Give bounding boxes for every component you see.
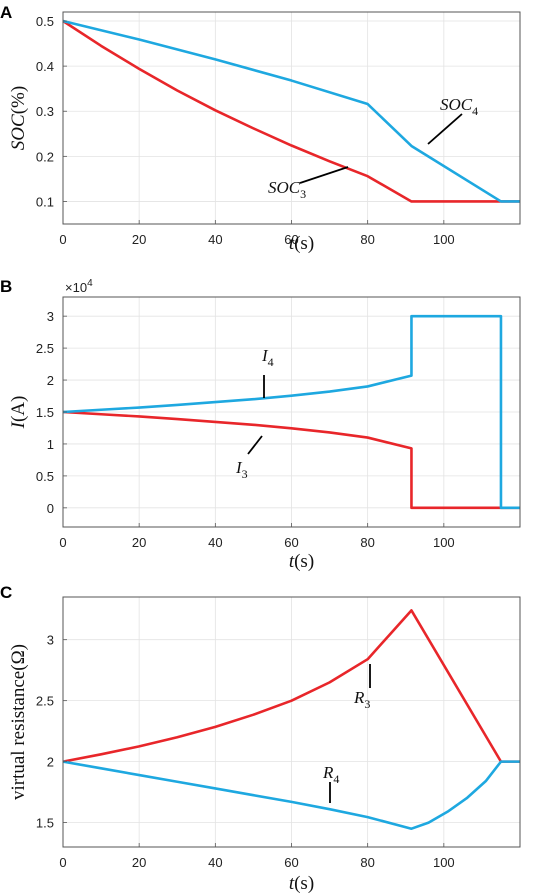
y-axis-label: SOC(%) — [8, 86, 29, 150]
x-axis-label: t(s) — [289, 873, 314, 894]
y-axis-label: virtual resistance(Ω) — [8, 644, 29, 800]
series-line-soc3 — [62, 19, 520, 203]
x-tick-label: 60 — [284, 535, 298, 550]
x-axis-label: t(s) — [289, 551, 314, 572]
series-annotation-i4: I4 — [261, 346, 274, 369]
y-tick-label: 0 — [47, 501, 54, 516]
series-annotation-soc3: SOC3 — [268, 178, 306, 201]
y-tick-label: 2 — [47, 373, 54, 388]
series-annotation-r4: R4 — [322, 763, 339, 786]
y-tick-label: 0.1 — [36, 194, 54, 209]
x-tick-label: 100 — [433, 535, 455, 550]
series-annotation-i3: I3 — [235, 458, 248, 481]
chart-panel-C: C 0 20 40 60 80 100 1.5 2 2.5 3 t(s) virtual resista… — [0, 583, 521, 894]
y-multiplier: ×104 — [65, 278, 93, 295]
x-tick-label: 20 — [132, 232, 146, 247]
annotation-leader — [427, 113, 463, 145]
y-tick-label: 1.5 — [36, 405, 54, 420]
x-tick-label: 40 — [208, 535, 222, 550]
x-tick-label: 80 — [360, 855, 374, 870]
y-tick-label: 3 — [47, 309, 54, 324]
x-tick-label: 40 — [208, 855, 222, 870]
series-line-i3 — [62, 410, 520, 510]
panel-letter: A — [0, 3, 12, 22]
annotation-leader — [247, 435, 263, 455]
chart-panel-B: B 0 20 40 60 80 100 0 0.5 1 1.5 2 2.5 3 t(s) I(A) ×104 I3… — [0, 277, 521, 572]
panel-letter: C — [0, 583, 12, 602]
series-line-r4 — [62, 760, 520, 831]
y-tick-label: 1 — [47, 437, 54, 452]
x-tick-label: 60 — [284, 232, 298, 247]
x-tick-label: 100 — [433, 855, 455, 870]
x-tick-label: 0 — [59, 855, 66, 870]
y-tick-label: 0.2 — [36, 149, 54, 164]
x-tick-label: 20 — [132, 855, 146, 870]
y-tick-label: 0.3 — [36, 104, 54, 119]
x-tick-label: 60 — [284, 855, 298, 870]
x-tick-label: 80 — [360, 535, 374, 550]
y-tick-label: 2.5 — [36, 341, 54, 356]
y-tick-label: 0.4 — [36, 59, 54, 74]
x-tick-label: 0 — [59, 232, 66, 247]
x-tick-label: 40 — [208, 232, 222, 247]
series-line-soc4 — [62, 19, 520, 203]
y-tick-label: 3 — [47, 633, 54, 648]
series-annotation-soc4: SOC4 — [440, 95, 478, 118]
series-line-r3 — [62, 609, 520, 763]
x-axis-label: t(s) — [289, 233, 314, 254]
y-axis-label: I(A) — [8, 396, 29, 430]
y-tick-label: 0.5 — [36, 469, 54, 484]
x-tick-label: 0 — [59, 535, 66, 550]
x-tick-label: 20 — [132, 535, 146, 550]
panel-letter: B — [0, 277, 12, 296]
x-tick-label: 100 — [433, 232, 455, 247]
series-line-i4 — [62, 314, 520, 510]
y-tick-label: 2.5 — [36, 694, 54, 709]
y-tick-label: 2 — [47, 755, 54, 770]
series-annotation-r3: R3 — [353, 688, 370, 711]
y-tick-label: 0.5 — [36, 14, 54, 29]
x-tick-label: 80 — [360, 232, 374, 247]
y-tick-label: 1.5 — [36, 816, 54, 831]
annotation-leader — [299, 166, 349, 184]
chart-panel-A: A 0 20 40 60 80 100 0.1 0.2 0.3 0.4 0.5 t(s) SOC(%) SO… — [0, 3, 521, 254]
